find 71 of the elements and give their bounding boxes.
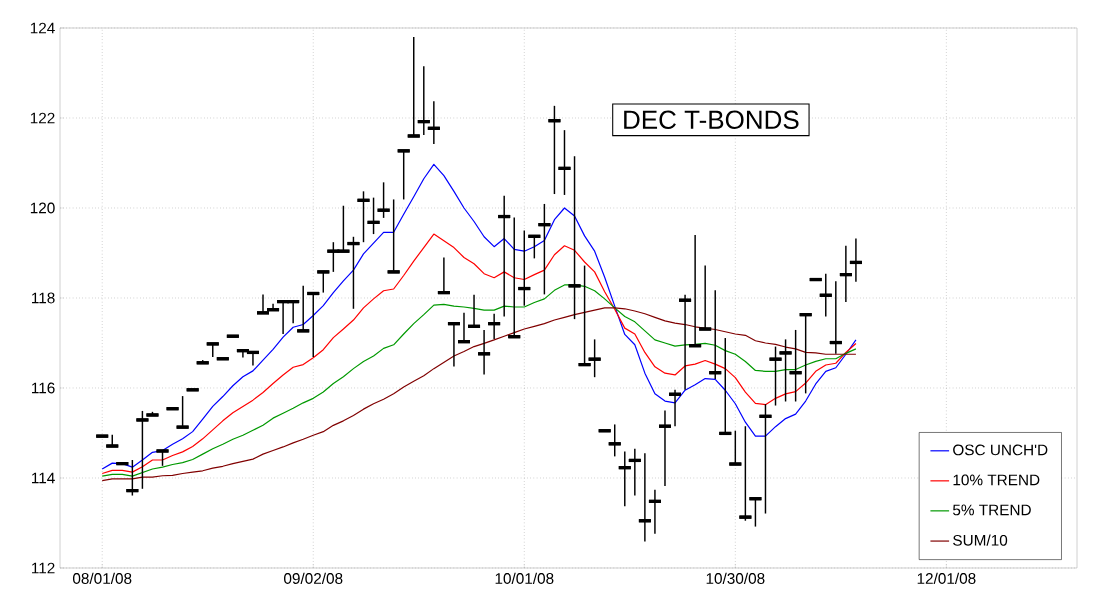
candlestick (769, 345, 782, 407)
candlestick (457, 312, 470, 344)
candlestick (819, 272, 832, 318)
candlestick (739, 425, 752, 522)
y-tick-label: 114 (32, 472, 55, 484)
candlestick (647, 488, 661, 535)
candlestick (297, 285, 310, 333)
candlestick (578, 264, 591, 367)
x-tick-label: 10/01/08 (495, 572, 554, 584)
candlestick (637, 452, 651, 543)
x-tick-label: 08/01/08 (72, 572, 132, 584)
text: DEC T-BONDS (624, 110, 799, 129)
candlestick (407, 36, 420, 138)
candlestick (426, 100, 440, 145)
candlestick (528, 234, 541, 260)
legend-label: OSC UNCH'D (953, 444, 1048, 456)
candlestick (789, 329, 802, 403)
candlestick (719, 337, 732, 436)
y-tick-label: 124 (30, 22, 55, 34)
y-tick-label: 116 (32, 382, 55, 394)
candlestick (848, 237, 862, 283)
x-tick-label: 09/02/08 (284, 572, 343, 584)
candlestick (608, 423, 621, 458)
candlestick (689, 234, 703, 348)
candlestick (679, 294, 693, 391)
candlestick (548, 105, 561, 195)
y-tick-label: 120 (30, 202, 55, 214)
candlestick (488, 312, 502, 340)
candlestick (387, 198, 400, 274)
candlestick (498, 195, 512, 318)
candlestick (446, 322, 460, 368)
candlestick (357, 190, 370, 243)
candlestick (347, 236, 360, 310)
candlestick (588, 338, 601, 378)
candlestick (558, 129, 571, 196)
candlestick (828, 280, 842, 355)
x-tick-label: 10/30/08 (706, 572, 765, 584)
y-tick-label: 112 (32, 562, 55, 574)
candlestick (779, 338, 792, 403)
candlestick (669, 389, 682, 427)
candlestick (568, 155, 581, 320)
candlestick (627, 448, 641, 497)
legend-label: 5% TREND (952, 504, 1031, 516)
candlestick (126, 459, 139, 497)
candlestick (397, 149, 410, 201)
candlestick (759, 403, 772, 515)
candlestick (799, 313, 812, 395)
y-tick-label: 122 (30, 112, 55, 124)
candlestick (709, 289, 722, 380)
candlestick (436, 256, 450, 295)
y-tick-label: 118 (32, 292, 55, 304)
candlestick (317, 270, 330, 294)
candlestick (658, 409, 671, 487)
legend-label: 10% TREND (953, 474, 1040, 486)
candlestick (367, 196, 380, 235)
candlestick (838, 245, 852, 303)
candlestick (468, 294, 482, 328)
candlestick (699, 264, 713, 331)
candlestick (729, 430, 742, 466)
candlestick (307, 291, 320, 358)
candlestick (518, 229, 531, 307)
candlestick (618, 450, 631, 508)
candlestick (749, 497, 762, 528)
candlestick (508, 216, 521, 339)
candlestick (417, 65, 430, 136)
candlestick (478, 329, 492, 376)
candlestick (538, 203, 551, 296)
x-tick-label: 12/01/08 (917, 572, 976, 584)
legend-label: SUM/10 (953, 534, 1008, 546)
candlestick (176, 395, 189, 429)
candlestick (377, 181, 390, 219)
